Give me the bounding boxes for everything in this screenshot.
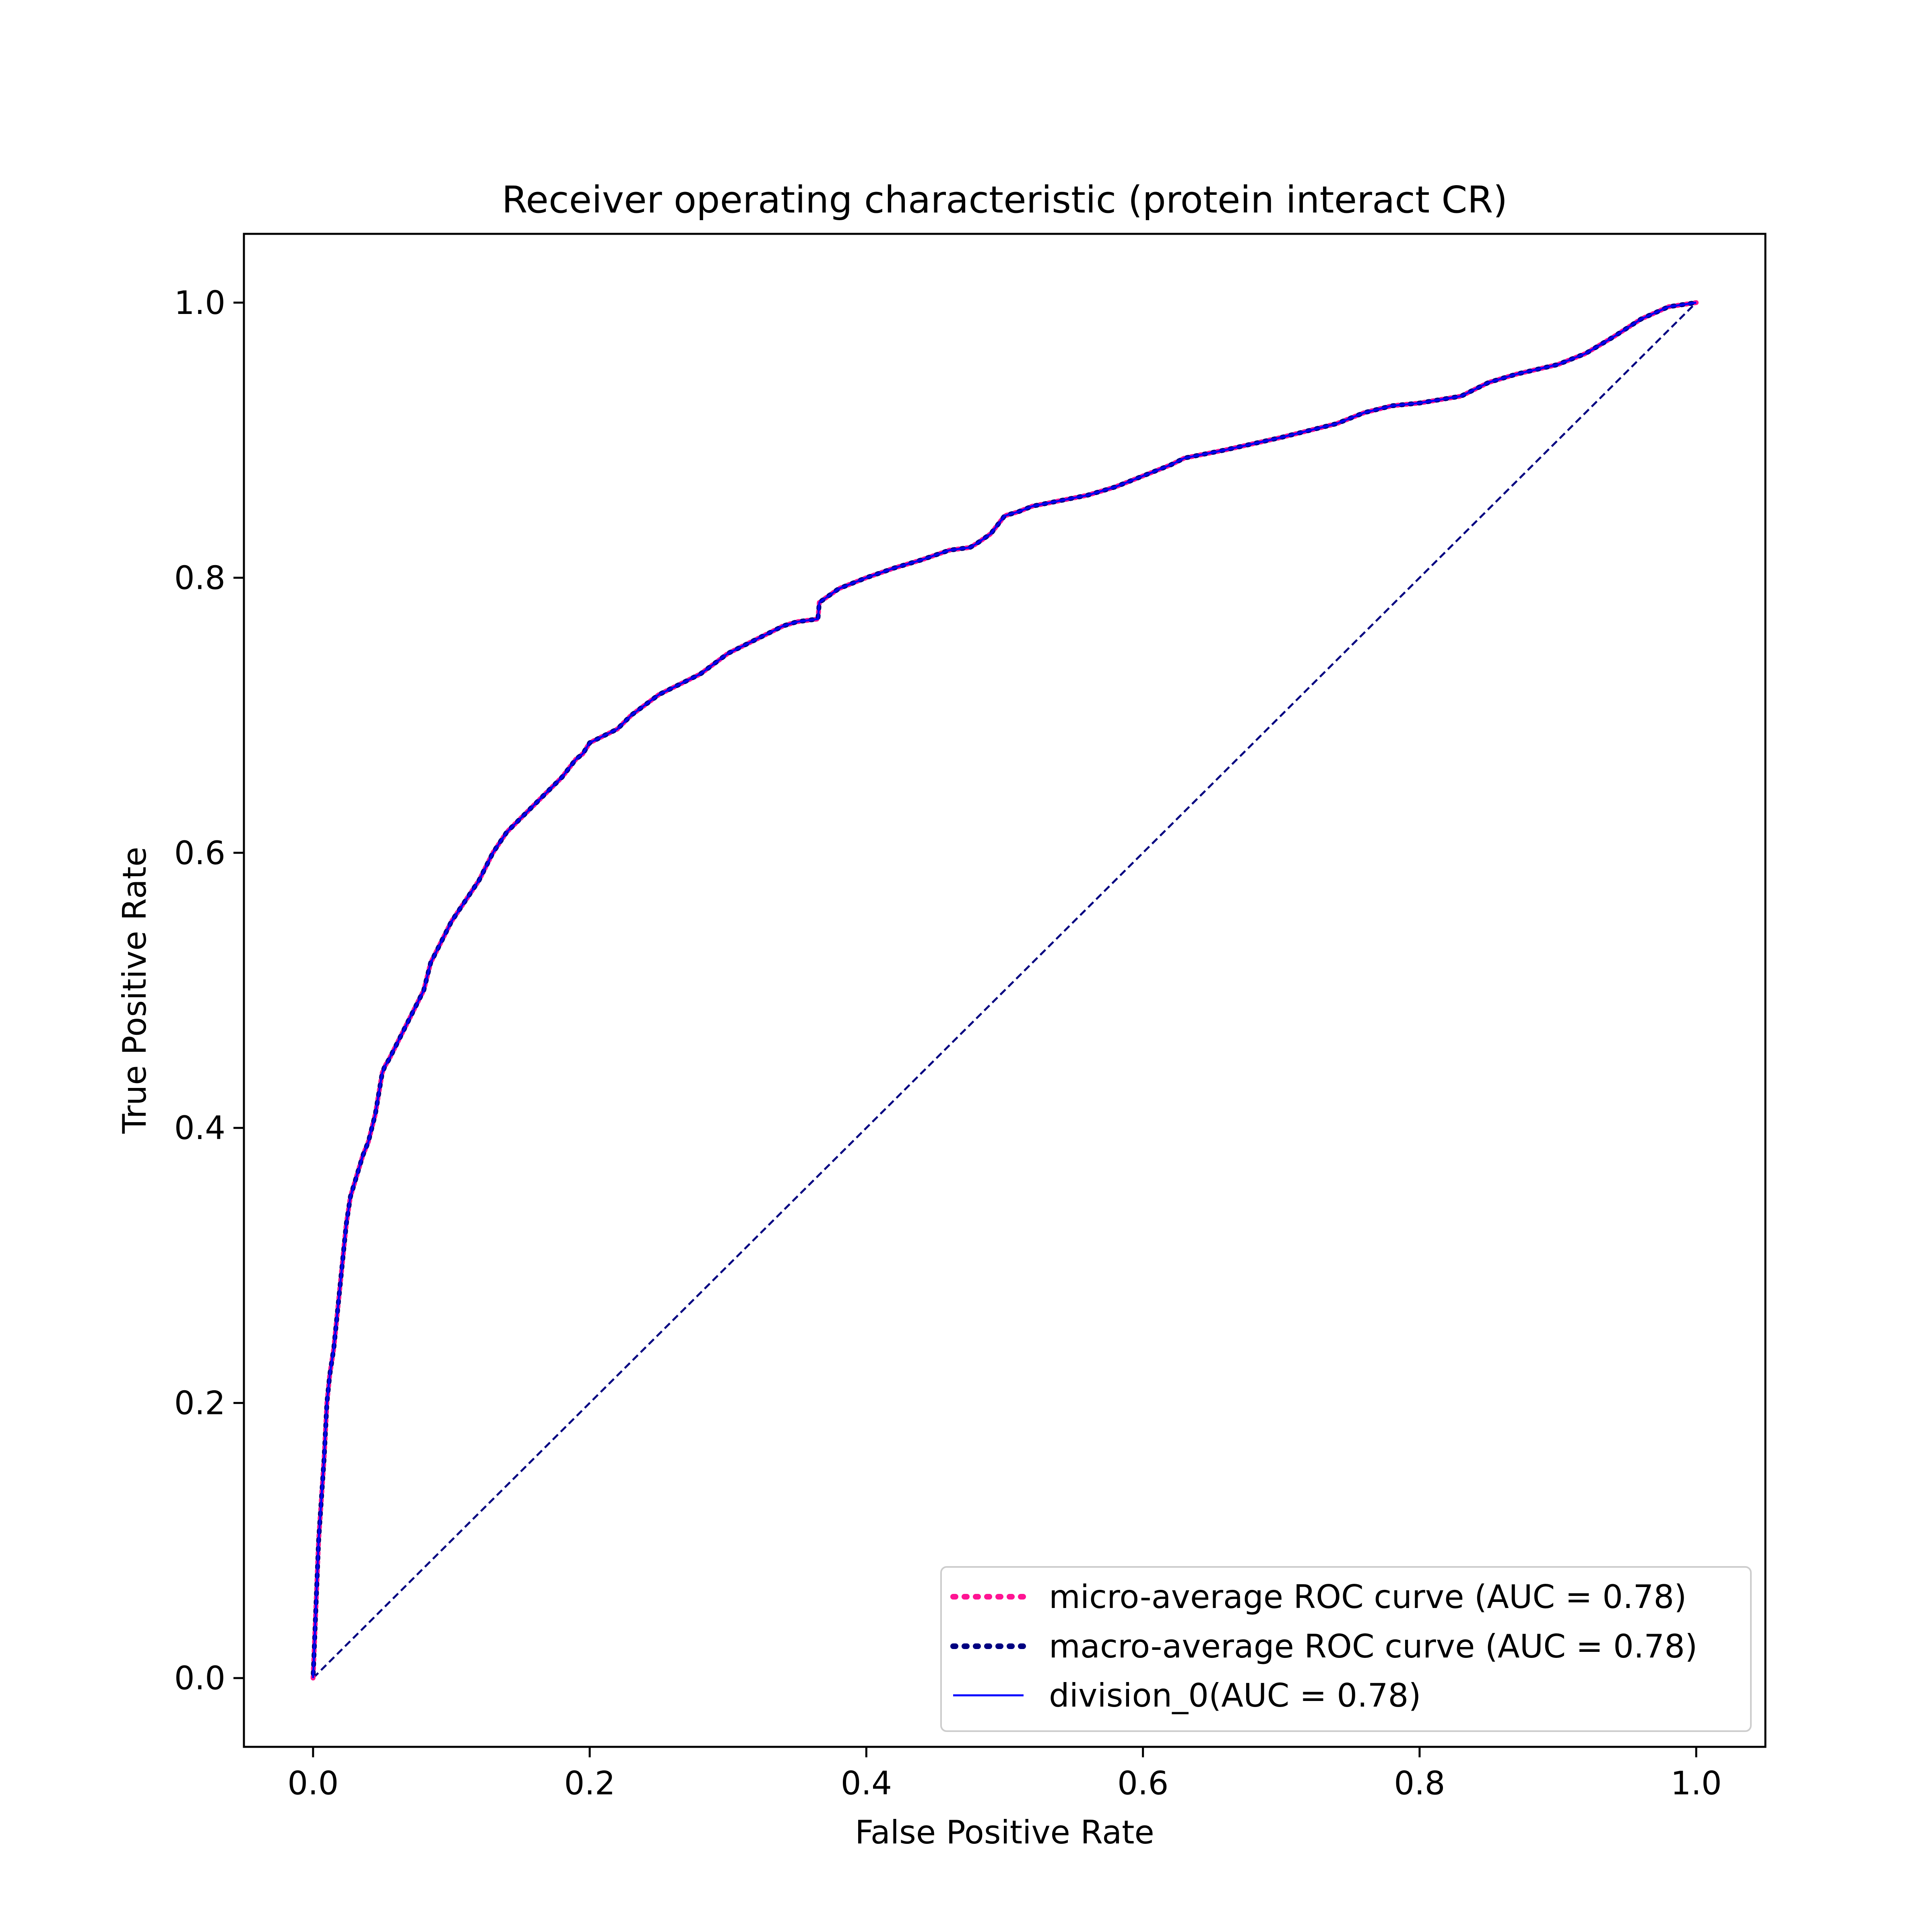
y-tick-label: 1.0 [174, 284, 225, 322]
x-tick-label: 0.4 [841, 1765, 892, 1802]
x-tick-label: 0.2 [564, 1765, 615, 1802]
chart-title: Receiver operating characteristic (prote… [502, 178, 1508, 221]
y-axis-ticks: 0.0 0.2 0.4 0.6 0.8 1.0 [174, 284, 244, 1697]
x-tick-label: 0.6 [1117, 1765, 1168, 1802]
x-tick-label: 0.0 [287, 1765, 339, 1802]
legend-label-micro-average: micro-average ROC curve (AUC = 0.78) [1049, 1578, 1687, 1616]
y-axis-label: True Positive Rate [116, 847, 153, 1134]
y-tick-label: 0.8 [174, 559, 225, 597]
x-axis-label: False Positive Rate [855, 1814, 1154, 1851]
legend: micro-average ROC curve (AUC = 0.78) mac… [940, 1566, 1752, 1732]
plot-area [243, 233, 1767, 1748]
y-tick-label: 0.6 [174, 834, 225, 872]
legend-box [940, 1566, 1752, 1732]
legend-label-division-0: division_0(AUC = 0.78) [1049, 1677, 1421, 1714]
y-tick-label: 0.0 [174, 1660, 225, 1697]
axes-frame [243, 233, 1767, 1748]
x-axis-ticks: 0.0 0.2 0.4 0.6 0.8 1.0 [287, 1747, 1722, 1802]
division-0-roc-line [312, 301, 1697, 1678]
legend-label-macro-average: macro-average ROC curve (AUC = 0.78) [1049, 1628, 1697, 1665]
x-tick-label: 0.8 [1394, 1765, 1445, 1802]
x-tick-label: 1.0 [1671, 1765, 1722, 1802]
y-tick-label: 0.4 [174, 1109, 225, 1147]
series-layer [310, 300, 1699, 1681]
y-tick-label: 0.2 [174, 1385, 225, 1422]
chance-diagonal-line [312, 302, 1697, 1679]
